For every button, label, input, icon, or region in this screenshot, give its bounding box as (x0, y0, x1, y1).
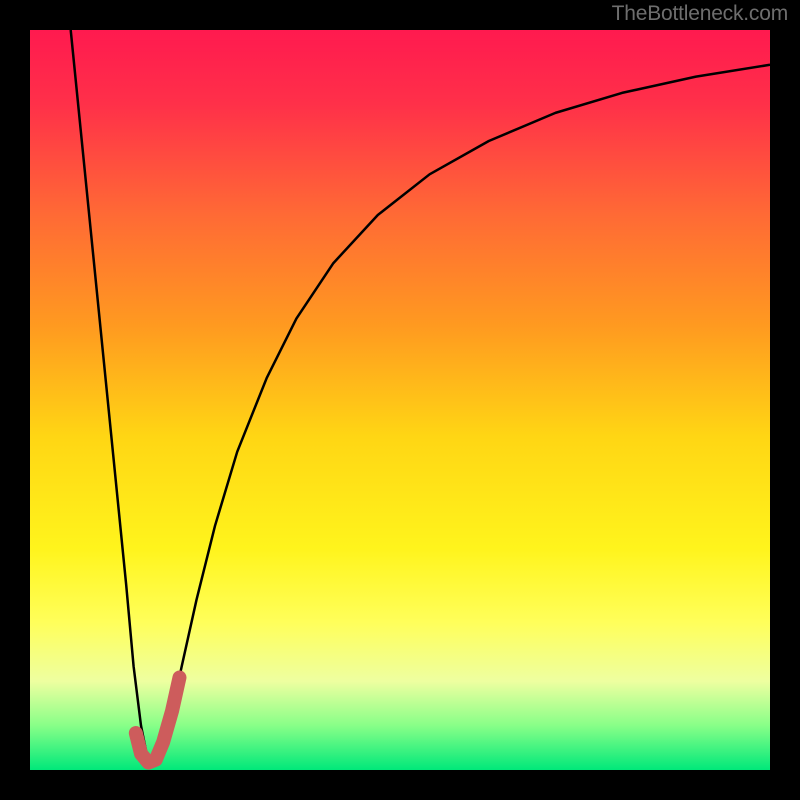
chart-background (30, 30, 770, 770)
watermark-text: TheBottleneck.com (612, 2, 788, 26)
bottleneck-chart (30, 30, 770, 770)
chart-svg (30, 30, 770, 770)
